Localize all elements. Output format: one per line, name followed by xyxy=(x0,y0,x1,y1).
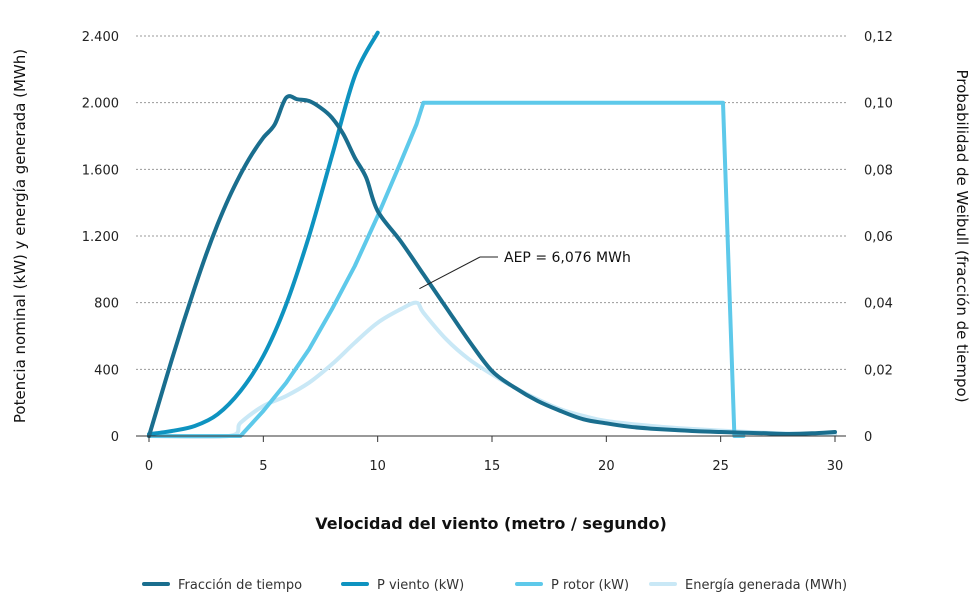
y-right-tick-label: 0,08 xyxy=(864,163,893,178)
x-tick-label: 30 xyxy=(827,459,844,474)
series-line-2 xyxy=(147,100,746,438)
aep-annotation: AEP = 6,076 MWh xyxy=(419,250,631,290)
left-axis-ticks: 0 400 800 1.200 1.600 2.000 2.400 xyxy=(82,30,119,445)
legend-label: P viento (kW) xyxy=(377,578,464,593)
y-right-tick-label: 0,10 xyxy=(864,97,893,112)
x-axis-ticks: 0 5 10 15 20 25 30 xyxy=(145,436,843,474)
y-left-tick-label: 0 xyxy=(111,430,119,445)
y-left-tick-label: 400 xyxy=(94,363,119,378)
y-right-tick-label: 0,04 xyxy=(864,297,893,312)
gridlines xyxy=(136,35,846,370)
x-tick-label: 5 xyxy=(259,459,267,474)
y-left-tick-label: 1.200 xyxy=(82,230,119,245)
legend-label: Fracción de tiempo xyxy=(178,578,302,593)
series-line-1 xyxy=(147,30,380,437)
x-tick-label: 0 xyxy=(145,459,153,474)
series-lines xyxy=(147,30,837,439)
annotation-text: AEP = 6,076 MWh xyxy=(504,250,631,266)
x-tick-label: 25 xyxy=(712,459,729,474)
legend-label: P rotor (kW) xyxy=(551,578,629,593)
x-tick-label: 20 xyxy=(598,459,615,474)
y-axis-right-title: Probabilidad de Weibull (fracción de tie… xyxy=(953,69,971,402)
y-right-tick-label: 0,12 xyxy=(864,30,893,45)
x-tick-label: 10 xyxy=(369,459,386,474)
y-left-tick-label: 800 xyxy=(94,297,119,312)
y-left-tick-label: 1.600 xyxy=(82,163,119,178)
right-axis-ticks: 0 0,02 0,04 0,06 0,08 0,10 0,12 xyxy=(864,30,893,445)
y-left-tick-label: 2.400 xyxy=(82,30,119,45)
annotation-leader-line xyxy=(419,256,481,290)
y-right-tick-label: 0 xyxy=(864,430,872,445)
y-right-tick-label: 0,06 xyxy=(864,230,893,245)
x-axis-title: Velocidad del viento (metro / segundo) xyxy=(315,514,667,533)
y-right-tick-label: 0,02 xyxy=(864,363,893,378)
legend-label: Energía generada (MWh) xyxy=(685,578,847,593)
series-line-3 xyxy=(147,300,837,439)
y-left-tick-label: 2.000 xyxy=(82,97,119,112)
y-axis-left-title: Potencia nominal (kW) y energía generada… xyxy=(11,49,29,423)
x-tick-label: 15 xyxy=(484,459,501,474)
legend: Fracción de tiempo P viento (kW) P rotor (… xyxy=(142,578,847,593)
series-line-0 xyxy=(147,94,837,438)
